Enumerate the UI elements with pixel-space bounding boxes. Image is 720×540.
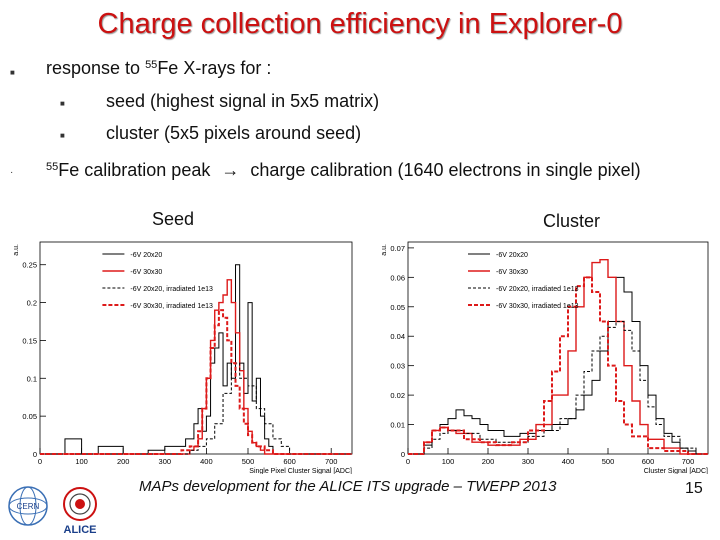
x-tick-label: 400: [562, 457, 575, 466]
page-number: 15: [685, 480, 703, 497]
bullet-square-icon: ■: [10, 68, 15, 77]
y-axis-label: a.u.: [13, 244, 20, 256]
legend-entry: -6V 20x20: [496, 252, 528, 259]
legend-entry: -6V 20x20: [130, 252, 162, 259]
bullet-calibration: 55Fe calibration peak → charge calibrati…: [46, 160, 641, 181]
series-line-0: [408, 276, 708, 455]
bullet-dot-icon: ·: [10, 167, 14, 178]
series-line-0: [40, 264, 352, 455]
series-line-3: [408, 276, 708, 455]
bullet-response-pre: response to: [46, 58, 146, 78]
alice-logo-text: ALICE: [64, 524, 97, 536]
sub-bullet-cluster: cluster (5x5 pixels around seed): [106, 123, 362, 143]
bullet-calibration-post: charge calibration (1640 electrons in si…: [250, 160, 641, 180]
x-tick-label: 300: [159, 457, 172, 466]
x-tick-label: 300: [522, 457, 535, 466]
bullet-response-post: Fe X-rays for :: [157, 58, 272, 78]
seed-chart: 0 0.05 0.1 0.15 0.2 0.25 0 100 200 300 400 500 600 70…: [13, 241, 353, 474]
y-tick-label: 0.06: [390, 273, 405, 282]
bullet-response-sup: 55: [145, 59, 158, 71]
legend-entry: -6V 30x30: [130, 269, 162, 276]
x-tick-label: 500: [242, 457, 255, 466]
sub-bullet-square-icon: ■: [60, 99, 65, 108]
series-line-2: [40, 362, 352, 455]
x-tick-label: 100: [442, 457, 455, 466]
series-line-3: [40, 309, 352, 455]
legend-entry: -6V 20x20, irradiated 1e13: [496, 286, 579, 293]
x-tick-label: 700: [682, 457, 695, 466]
x-tick-label: 0: [38, 457, 42, 466]
x-tick-label: 700: [325, 457, 338, 466]
sub-bullet-seed: seed (highest signal in 5x5 matrix): [106, 91, 380, 111]
y-tick-label: 0: [33, 450, 37, 459]
slide-title: Charge collection efficiency in Explorer…: [97, 8, 623, 40]
x-tick-label: 0: [406, 457, 410, 466]
x-axis-label: Cluster Signal [ADC]: [644, 468, 708, 474]
y-tick-label: 0.1: [27, 374, 37, 383]
x-tick-label: 200: [117, 457, 130, 466]
x-tick-label: 200: [482, 457, 495, 466]
x-axis-label: Single Pixel Cluster Signal [ADC]: [249, 468, 352, 474]
sub-bullet-square-icon: ■: [60, 131, 65, 140]
legend-entry: -6V 30x30, irradiated 1e13: [496, 303, 579, 310]
y-tick-label: 0.01: [390, 421, 405, 430]
x-tick-label: 600: [283, 457, 296, 466]
x-tick-label: 100: [75, 457, 88, 466]
y-tick-label: 0.07: [390, 244, 405, 253]
plot-frame: [39, 241, 353, 455]
y-tick-label: 0.05: [390, 303, 405, 312]
footer-text: MAPs development for the ALICE ITS upgra…: [139, 478, 557, 495]
plot-frame: [407, 241, 709, 455]
bullet-response: response to 55Fe X-rays for :: [46, 58, 271, 79]
y-tick-label: 0.02: [390, 391, 405, 400]
seed-label: Seed: [152, 209, 195, 229]
x-tick-label: 500: [602, 457, 615, 466]
y-tick-label: 0: [401, 450, 405, 459]
y-tick-label: 0.03: [390, 362, 405, 371]
series-line-2: [408, 321, 708, 455]
bullet-calibration-pre: Fe calibration peak: [58, 160, 211, 180]
y-tick-label: 0.2: [27, 299, 37, 308]
legend-entry: -6V 30x30, irradiated 1e13: [130, 303, 213, 310]
legend-entry: -6V 20x20, irradiated 1e13: [130, 286, 213, 293]
alice-logo: ALICE: [63, 487, 97, 536]
y-tick-label: 0.15: [22, 336, 37, 345]
legend-entry: -6V 30x30: [496, 269, 528, 276]
y-axis-label: a.u.: [381, 244, 388, 256]
cluster-chart: 0 0.01 0.02 0.03 0.04 0.05 0.06 0.07 0 100 200 300 4…: [381, 241, 709, 474]
cern-logo: CERN: [8, 486, 48, 526]
cluster-label: Cluster: [543, 211, 601, 231]
x-tick-label: 600: [642, 457, 655, 466]
bullet-calibration-sup: 55: [46, 161, 59, 173]
y-tick-label: 0.05: [22, 412, 37, 421]
x-tick-label: 400: [200, 457, 213, 466]
y-tick-label: 0.25: [22, 261, 37, 270]
cern-logo-text: CERN: [17, 502, 40, 511]
arrow-right-icon: →: [221, 160, 240, 180]
y-tick-label: 0.04: [390, 332, 405, 341]
